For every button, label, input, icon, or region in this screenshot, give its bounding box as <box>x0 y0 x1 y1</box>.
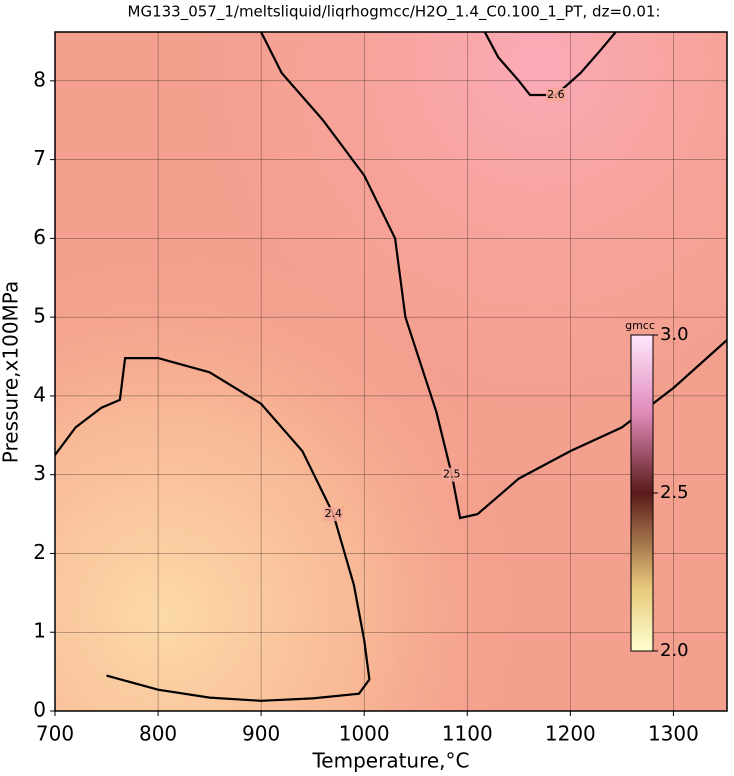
x-tick-label: 700 <box>36 722 74 746</box>
chart-title: MG133_057_1/meltsliquid/liqrhogmcc/H2O_1… <box>128 3 661 22</box>
x-tick-label: 900 <box>242 722 280 746</box>
contour-line <box>260 32 727 520</box>
y-tick-label: 8 <box>33 67 46 91</box>
contour-label-group: 2.6 <box>545 88 566 103</box>
y-tick-label: 1 <box>33 619 46 643</box>
y-tick-label: 0 <box>33 698 46 722</box>
y-tick-label: 6 <box>33 225 46 249</box>
contour-label-bg <box>441 467 462 482</box>
y-tick-label: 4 <box>33 382 46 406</box>
contour-label: 2.4 <box>325 507 343 520</box>
contour-label-bg <box>545 88 566 103</box>
y-axis-title: Pressure,x100MPa <box>0 281 23 463</box>
x-tick-label: 800 <box>139 722 177 746</box>
y-tick-label: 5 <box>33 304 46 328</box>
colorbar <box>630 334 654 652</box>
x-tick-label: 1100 <box>442 722 493 746</box>
background <box>55 32 727 711</box>
plot-area: 2.4 2.5 2.6 <box>55 32 727 711</box>
contour-line <box>483 32 617 97</box>
y-tick-label: 7 <box>33 146 46 170</box>
colorbar-tick-label: 2.0 <box>660 640 689 661</box>
contour-label: 2.5 <box>443 468 461 481</box>
y-tick-label: 3 <box>33 461 46 485</box>
x-tick-label: 1200 <box>545 722 596 746</box>
colorbar-tick-label: 2.5 <box>660 482 689 503</box>
contour-label-group: 2.5 <box>441 467 462 482</box>
frame <box>54 31 728 712</box>
y-tick-label: 2 <box>33 540 46 564</box>
contour-label: 2.6 <box>547 88 565 101</box>
colorbar-tick-label: 3.0 <box>660 324 689 345</box>
colorbar-label: gmcc <box>625 319 655 332</box>
x-tick-label: 1000 <box>339 722 390 746</box>
x-tick-label: 1300 <box>648 722 699 746</box>
x-axis-title: Temperature,°C <box>311 749 469 773</box>
contour-label-bg <box>323 507 344 522</box>
contour-label-group: 2.4 <box>323 507 344 522</box>
